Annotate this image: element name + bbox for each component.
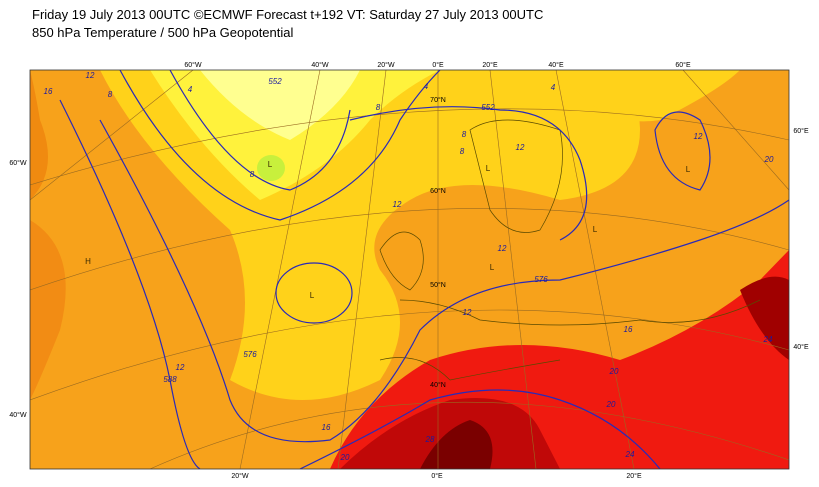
contour-label: 20 (606, 400, 616, 409)
contour-label: 8 (460, 147, 465, 156)
contour-label: 20 (609, 367, 619, 376)
graticule-label: 40°W (9, 411, 27, 419)
graticule-label: 20°W (377, 61, 395, 69)
contour-label: 16 (322, 423, 331, 432)
very-hot-area (740, 276, 789, 360)
contour-label: 4 (551, 83, 556, 92)
geopotential-contours (59, 70, 789, 469)
contour-label: 24 (625, 450, 635, 459)
graticule-label: 60°E (793, 127, 809, 135)
pressure-center: L (686, 165, 691, 174)
contour-label: 16 (44, 87, 53, 96)
graticule-label: 40°E (793, 343, 809, 351)
graticule-label: 0°E (431, 472, 443, 480)
contour-label: 12 (176, 363, 185, 372)
graticule-label: 60°W (184, 61, 202, 69)
mild-area (560, 70, 740, 122)
contour-label: 12 (463, 308, 472, 317)
pressure-center: L (486, 164, 491, 173)
contour-label: 12 (498, 244, 507, 253)
subtitle-line: 850 hPa Temperature / 500 hPa Geopotenti… (32, 25, 294, 40)
contour-label: 8 (376, 103, 381, 112)
contour-label: 8 (108, 90, 113, 99)
map-frame (29, 69, 790, 470)
graticule-label: 40°E (548, 61, 564, 69)
contour-label: 576 (243, 350, 257, 359)
cold-area (200, 70, 360, 140)
contour-label: 552 (268, 77, 282, 86)
graticule-label: 60°N (430, 187, 446, 195)
labels: 60°W 40°W 20°W 0°E 20°E 40°E 60°E 20°W 0°E 20°E 60… (9, 61, 809, 480)
contour-label: 20 (764, 155, 774, 164)
graticule-label: 20°E (482, 61, 498, 69)
graticule-label: 50°N (430, 281, 446, 289)
contour-label: 576 (534, 275, 548, 284)
contour-label: 24 (763, 335, 773, 344)
contour-label: 12 (694, 132, 703, 141)
contour-label: 4 (424, 82, 429, 91)
title-line: Friday 19 July 2013 00UTC ©ECMWF Forecas… (32, 7, 543, 22)
contour-label: 8 (250, 170, 255, 179)
pressure-center: L (310, 291, 315, 300)
contour-label: 12 (516, 143, 525, 152)
contour-label: 552 (481, 103, 495, 112)
pressure-center: L (268, 160, 273, 169)
warm-area (30, 70, 48, 200)
graticule-label: 40°W (311, 61, 329, 69)
pressure-center: H (85, 257, 91, 266)
contour-label: 4 (188, 85, 193, 94)
graticule-label: 40°N (430, 381, 446, 389)
graticule-label: 0°E (432, 61, 444, 69)
cold-core (257, 155, 285, 181)
graticule-label: 60°E (675, 61, 691, 69)
pressure-center: L (593, 225, 598, 234)
graticule-label: 20°E (626, 472, 642, 480)
map (30, 70, 789, 469)
contour-label: 12 (86, 71, 95, 80)
contour-label: 588 (163, 375, 177, 384)
contour-label: 12 (393, 200, 402, 209)
pressure-center: L (490, 263, 495, 272)
graticule-label: 70°N (430, 96, 446, 104)
contour-label: 8 (462, 130, 467, 139)
graticule-label: 20°W (231, 472, 249, 480)
contour-label: 28 (425, 435, 435, 444)
contour-label: 20 (340, 453, 350, 462)
contour-label: 16 (624, 325, 633, 334)
graticule (30, 70, 789, 469)
warm-area (30, 220, 66, 400)
graticule-label: 60°W (9, 159, 27, 167)
